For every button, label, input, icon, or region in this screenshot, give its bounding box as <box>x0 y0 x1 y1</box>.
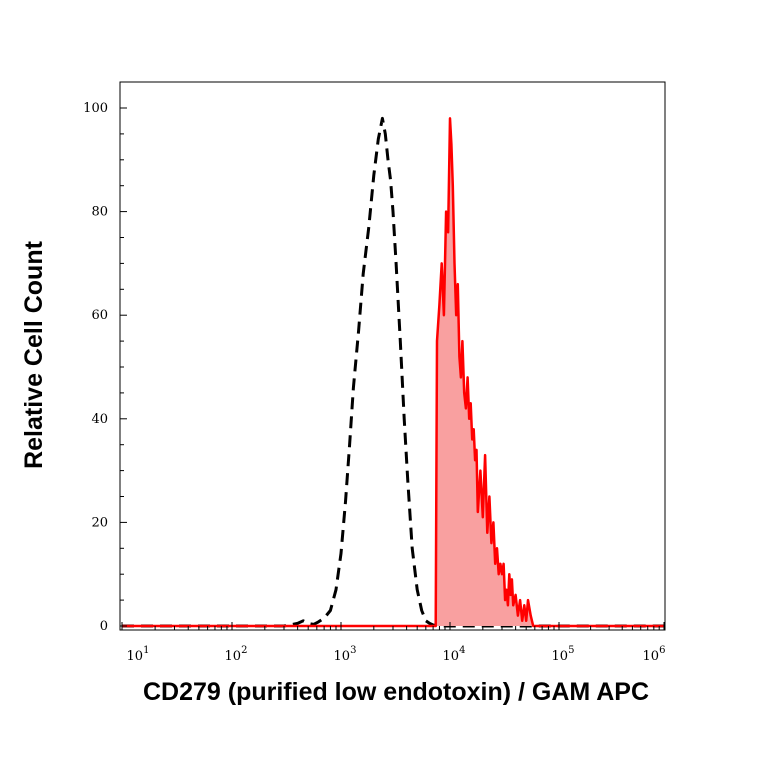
y-tick-label: 100 <box>83 101 108 116</box>
y-axis-title: Relative Cell Count <box>20 240 48 468</box>
x-axis-title: CD279 (purified low endotoxin) / GAM APC <box>143 678 649 706</box>
axis-ticks <box>120 107 665 630</box>
control-histogram-line <box>122 116 664 628</box>
y-tick-label: 80 <box>91 205 108 220</box>
x-tick-label: 105 <box>552 645 575 664</box>
y-tick-label: 40 <box>91 412 108 427</box>
stained-histogram-line <box>122 117 664 628</box>
y-tick-label: 0 <box>100 619 108 634</box>
plot-frame <box>119 81 666 631</box>
x-tick-label: 101 <box>127 645 150 664</box>
y-tick-label: 60 <box>91 308 108 323</box>
plot-area <box>122 116 664 628</box>
x-tick-label: 106 <box>643 645 666 664</box>
x-tick-label: 102 <box>225 645 248 664</box>
x-tick-label: 104 <box>443 645 466 664</box>
y-tick-label: 20 <box>91 515 108 530</box>
tick-labels: 0 20 40 60 80 100 101 102 103 104 105 106 <box>83 101 665 664</box>
x-tick-label: 103 <box>334 645 357 664</box>
